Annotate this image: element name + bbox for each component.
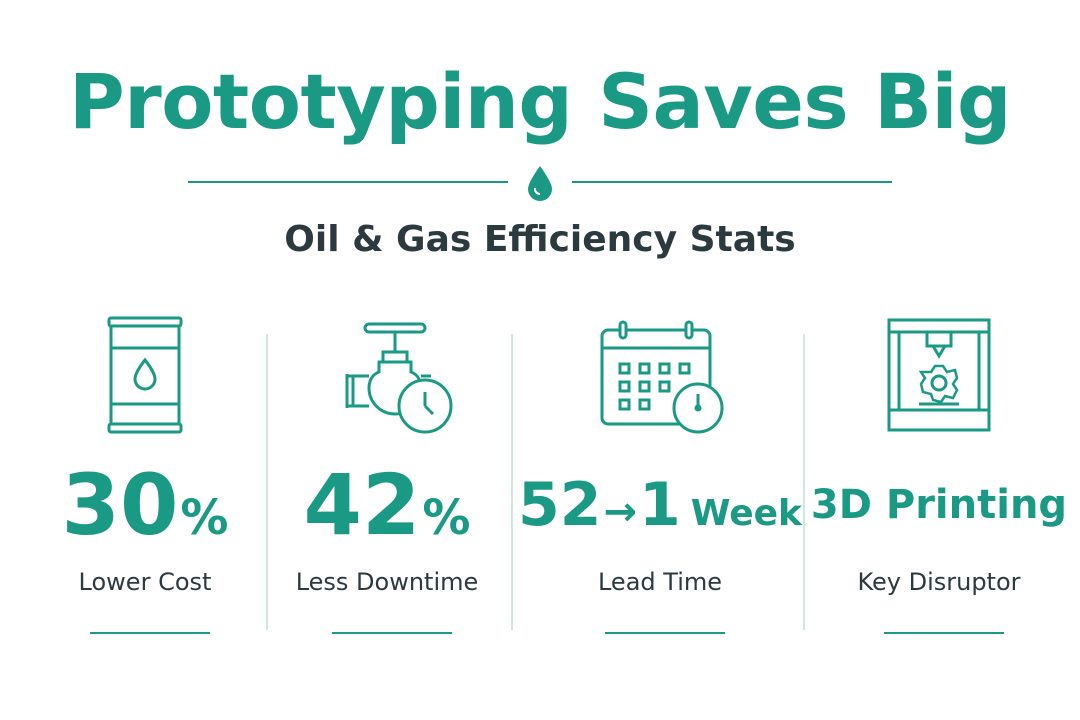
calendar-clock-icon bbox=[600, 320, 724, 434]
stat-number: 42 bbox=[303, 456, 421, 554]
stat-value: 3D Printing bbox=[804, 460, 1074, 550]
stat-number-to: 1 bbox=[639, 470, 681, 540]
stat-key-disruptor: 3D Printing Key Disruptor bbox=[804, 300, 1074, 640]
stat-value: 42 % bbox=[252, 460, 522, 550]
stat-percent-sign: % bbox=[422, 490, 471, 546]
column-divider bbox=[266, 334, 268, 630]
stat-lower-cost: 30 % Lower Cost bbox=[10, 300, 280, 640]
column-divider bbox=[803, 334, 805, 630]
stat-value: 30 % bbox=[10, 460, 280, 550]
valve-clock-icon bbox=[345, 322, 453, 434]
column-divider bbox=[511, 334, 513, 630]
stat-value: 52 → 1 Week bbox=[518, 460, 802, 550]
stat-percent-sign: % bbox=[180, 490, 229, 546]
title-divider bbox=[188, 166, 892, 201]
stat-unit: Week bbox=[690, 493, 802, 534]
oil-drop-icon bbox=[528, 166, 552, 201]
3d-printer-icon bbox=[887, 318, 991, 432]
stat-label: Less Downtime bbox=[295, 568, 479, 596]
page-title: Prototyping Saves Big bbox=[69, 57, 1011, 146]
stat-underline bbox=[605, 632, 725, 634]
oil-barrel-icon bbox=[107, 316, 183, 434]
stat-lead-time: 52 → 1 Week Lead Time bbox=[518, 300, 802, 640]
stat-number-from: 52 bbox=[518, 470, 602, 540]
arrow-right-icon: → bbox=[603, 489, 638, 535]
stat-feature-text: 3D Printing bbox=[810, 482, 1068, 528]
stat-underline bbox=[90, 632, 210, 634]
stat-underline bbox=[332, 632, 452, 634]
stat-number: 30 bbox=[61, 456, 179, 554]
stat-underline bbox=[884, 632, 1004, 634]
page-subtitle: Oil & Gas Efficiency Stats bbox=[284, 219, 796, 260]
stat-less-downtime: 42 % Less Downtime bbox=[252, 300, 522, 640]
stat-label: Lower Cost bbox=[78, 568, 212, 596]
stat-label: Lead Time bbox=[597, 568, 723, 596]
stat-label: Key Disruptor bbox=[857, 568, 1021, 596]
